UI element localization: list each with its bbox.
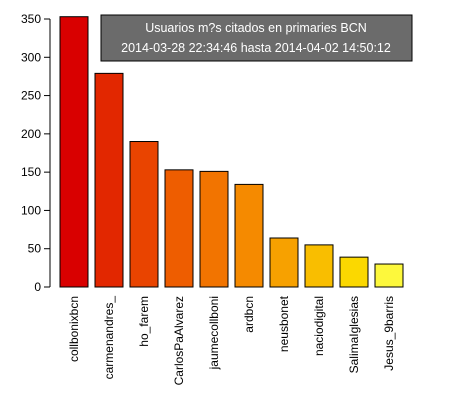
x-tick-label: Jesus_9barris <box>382 296 396 371</box>
y-tick-label: 250 <box>21 89 41 103</box>
x-tick-label: ho_farem <box>137 296 151 347</box>
legend: Usuarios m?s citados en primaries BCN 20… <box>100 14 413 62</box>
bar-jaumecollboni <box>199 170 229 288</box>
bar-ho_farem <box>129 141 159 288</box>
x-tick-label: neusbonet <box>277 295 291 352</box>
x-tick-label: collbonixbcn <box>67 296 81 362</box>
x-tick-label: SalimaIglesias <box>347 296 361 373</box>
x-tick-label: CarlosPaAlvarez <box>172 296 186 385</box>
y-tick-label: 100 <box>21 203 41 217</box>
y-tick-label: 200 <box>21 127 41 141</box>
x-tick-label: carmenandres_ <box>102 296 116 380</box>
bar-neusbonet <box>269 237 299 288</box>
x-axis-labels: collbonixbcn carmenandres_ ho_farem CarlosP… <box>67 295 396 385</box>
legend-line-1: Usuarios m?s citados en primaries BCN <box>145 21 367 35</box>
bar-ardbcn <box>234 183 264 288</box>
legend-box <box>100 14 413 62</box>
legend-line-2: 2014-03-28 22:34:46 hasta 2014-04-02 14:… <box>121 41 391 55</box>
bar-collbonixbcn <box>59 16 89 288</box>
y-tick-label: 300 <box>21 50 41 64</box>
bar-SalimaIglesias <box>339 256 369 288</box>
bar-Jesus_9barris <box>374 263 404 288</box>
x-tick-label: ardbcn <box>242 296 256 333</box>
x-tick-label: jaumecollboni <box>207 296 221 370</box>
x-tick-label: naciodigital <box>312 296 326 356</box>
y-tick-label: 150 <box>21 165 41 179</box>
y-tick-label: 0 <box>34 280 41 294</box>
bars <box>59 16 404 288</box>
bar-naciodigital <box>304 244 334 288</box>
bar-CarlosPaAlvarez <box>164 169 194 288</box>
y-tick-label: 50 <box>28 242 42 256</box>
y-tick-label: 350 <box>21 12 41 26</box>
y-axis: 0 50 100 150 200 250 300 350 <box>21 12 51 294</box>
bar-carmenandres_ <box>94 72 124 288</box>
